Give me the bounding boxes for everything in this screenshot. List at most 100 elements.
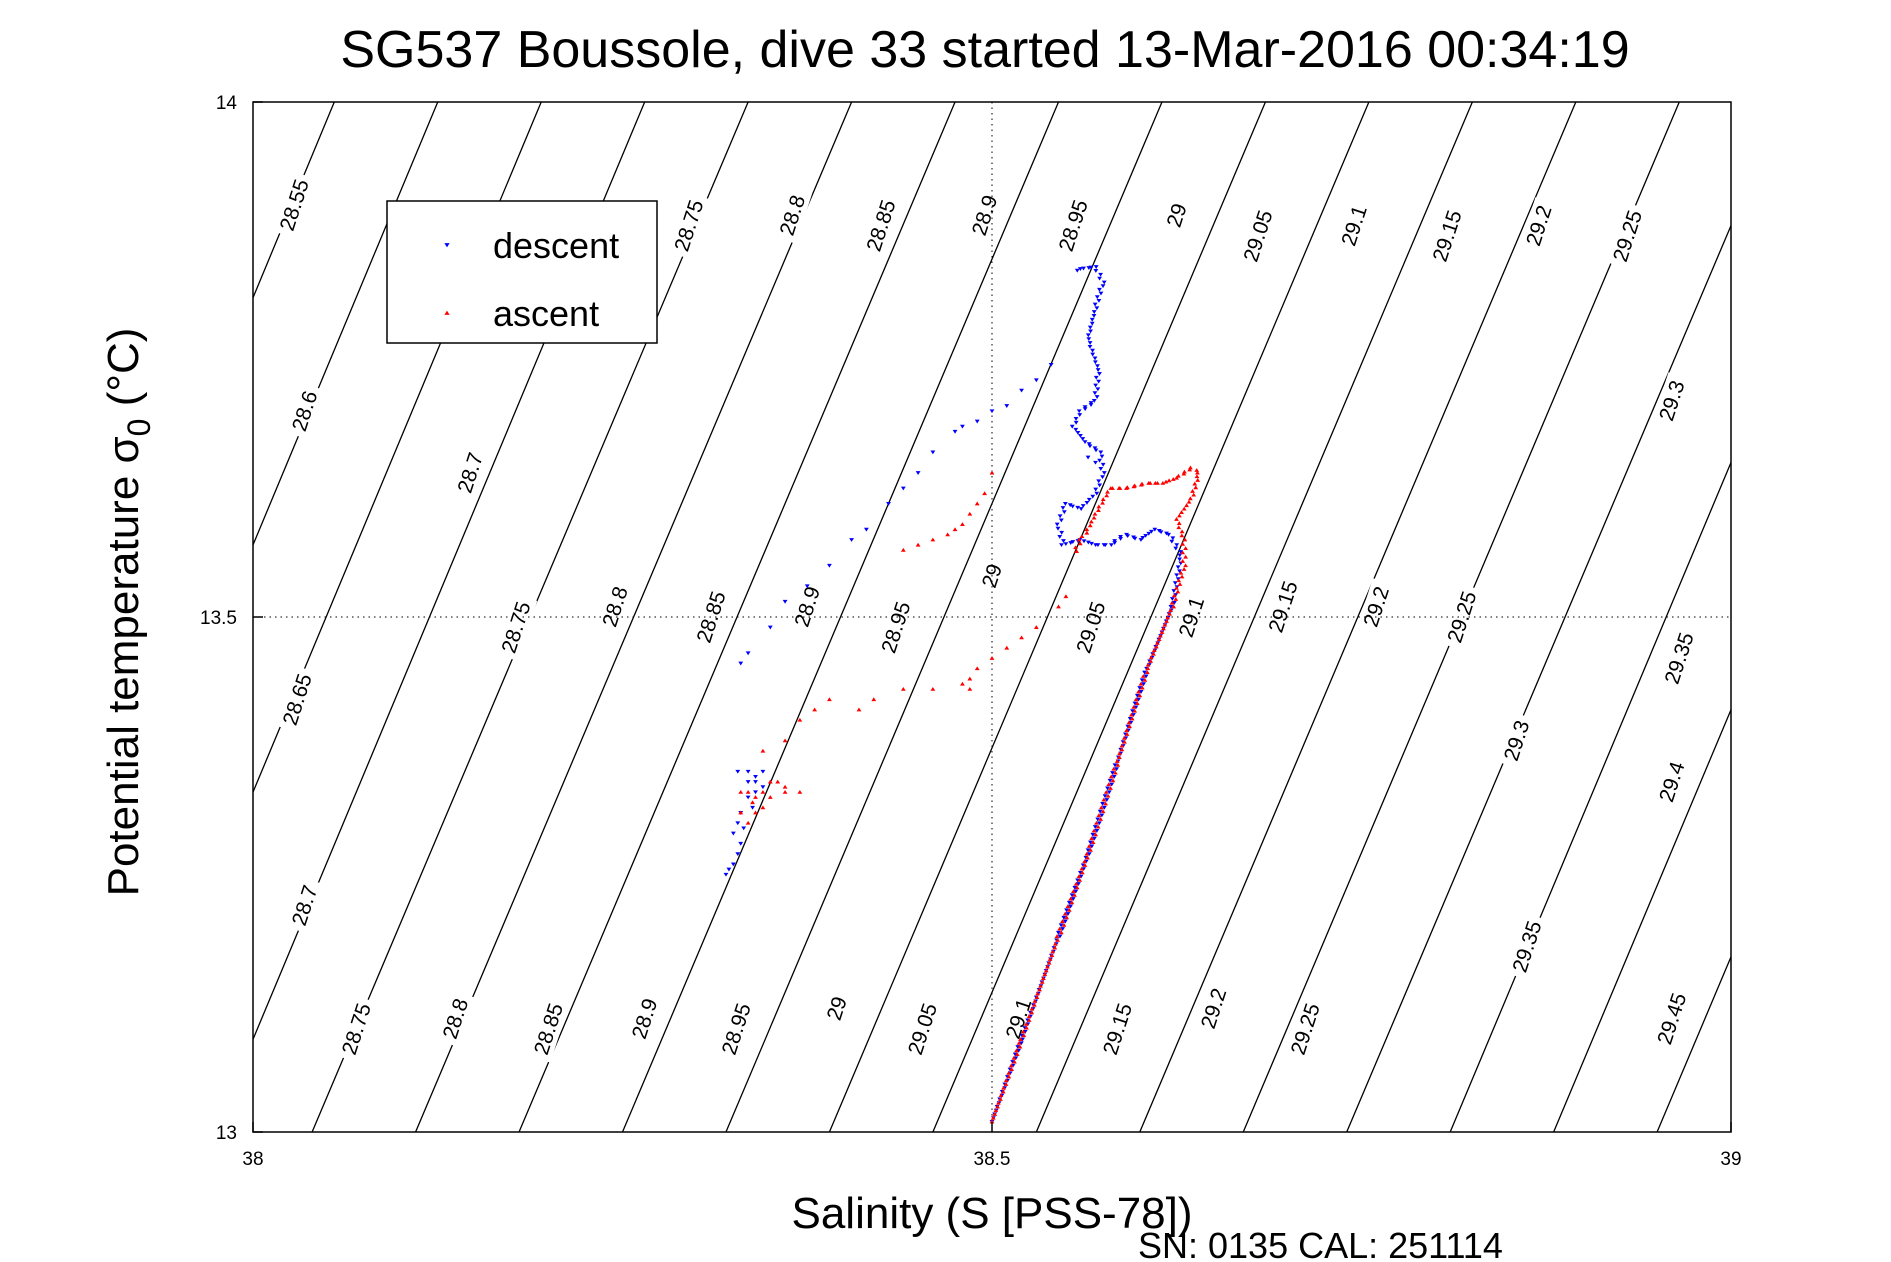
contour-label: 28.95 bbox=[877, 599, 915, 656]
data-point-descent bbox=[1177, 557, 1182, 562]
data-point-ascent bbox=[1096, 813, 1102, 817]
data-point-ascent bbox=[1167, 611, 1173, 616]
data-point-descent bbox=[1076, 409, 1082, 414]
data-point-ascent bbox=[827, 697, 832, 702]
contour-label-bg bbox=[901, 995, 944, 1063]
data-point-ascent bbox=[992, 1112, 998, 1116]
contour-label-bg bbox=[874, 593, 918, 661]
data-point-ascent bbox=[1157, 633, 1163, 638]
data-point-descent bbox=[1092, 446, 1098, 451]
data-point-ascent bbox=[1183, 563, 1188, 568]
data-point-ascent bbox=[1088, 519, 1094, 524]
data-point-descent bbox=[1061, 510, 1067, 515]
data-point-ascent bbox=[1192, 481, 1198, 486]
data-point-ascent bbox=[945, 532, 951, 537]
data-point-descent bbox=[1172, 581, 1178, 586]
data-point-ascent bbox=[1177, 513, 1182, 518]
data-point-descent bbox=[1090, 352, 1096, 357]
data-point-descent bbox=[1073, 427, 1079, 432]
data-point-ascent bbox=[738, 789, 744, 794]
data-point-descent bbox=[1088, 401, 1094, 405]
data-point-descent bbox=[1132, 701, 1138, 706]
data-point-ascent bbox=[1006, 1070, 1012, 1075]
contour-label: 29.25 bbox=[1609, 208, 1647, 265]
data-point-descent bbox=[1065, 912, 1071, 916]
data-point-descent bbox=[753, 780, 758, 784]
data-point-ascent bbox=[1182, 537, 1188, 542]
data-point-descent bbox=[1102, 794, 1108, 799]
data-point-descent bbox=[1143, 533, 1149, 538]
data-point-ascent bbox=[1162, 622, 1168, 627]
data-point-descent bbox=[1092, 825, 1098, 830]
data-point-descent bbox=[1093, 487, 1099, 492]
data-point-ascent bbox=[1176, 578, 1182, 583]
contour-label: 29.15 bbox=[1429, 208, 1467, 265]
data-point-ascent bbox=[1174, 516, 1179, 521]
data-point-descent bbox=[1091, 836, 1097, 841]
data-point-descent bbox=[1086, 852, 1092, 857]
data-point-descent bbox=[974, 419, 980, 424]
data-point-ascent bbox=[1134, 701, 1140, 705]
data-point-descent bbox=[1085, 848, 1091, 853]
data-point-descent bbox=[1101, 471, 1107, 475]
data-point-ascent bbox=[1090, 840, 1096, 844]
data-point-ascent bbox=[1066, 907, 1072, 912]
data-point-ascent bbox=[1038, 983, 1043, 988]
data-point-ascent bbox=[1123, 486, 1129, 490]
data-point-descent bbox=[1101, 543, 1107, 548]
data-point-descent bbox=[863, 527, 869, 532]
data-point-descent bbox=[1093, 268, 1099, 273]
contour-label-bg bbox=[285, 876, 325, 934]
legend-markers bbox=[444, 243, 450, 315]
contour-label: 29.3 bbox=[1500, 718, 1535, 764]
data-point-ascent bbox=[1106, 782, 1112, 787]
data-point-descent bbox=[1054, 522, 1060, 527]
data-point-descent bbox=[1169, 539, 1175, 544]
data-point-ascent bbox=[1175, 589, 1181, 594]
data-point-ascent bbox=[760, 789, 766, 794]
data-point-ascent bbox=[1142, 677, 1148, 682]
data-point-ascent bbox=[1001, 1085, 1006, 1090]
contour-label-bg bbox=[1606, 202, 1649, 270]
data-point-descent bbox=[1134, 693, 1140, 698]
chart-title: SG537 Boussole, dive 33 started 13-Mar-2… bbox=[340, 21, 1629, 79]
data-point-ascent bbox=[1084, 527, 1090, 532]
data-point-ascent bbox=[1074, 549, 1080, 554]
data-point-ascent bbox=[1098, 805, 1104, 810]
data-point-descent bbox=[1070, 504, 1076, 509]
data-point-ascent bbox=[775, 779, 781, 784]
data-point-ascent bbox=[856, 707, 862, 712]
data-point-descent bbox=[1091, 314, 1097, 318]
data-point-descent bbox=[1156, 529, 1162, 533]
contour-label: 29.25 bbox=[1287, 1001, 1325, 1058]
data-point-descent bbox=[849, 538, 854, 542]
data-point-ascent bbox=[1193, 485, 1199, 490]
data-point-ascent bbox=[1060, 919, 1065, 923]
data-point-ascent bbox=[1138, 482, 1144, 487]
data-point-descent bbox=[1033, 378, 1039, 383]
data-point-ascent bbox=[1156, 637, 1162, 642]
y-axis-label-main: Potential temperature σ bbox=[99, 436, 148, 896]
data-point-descent bbox=[886, 502, 891, 506]
data-point-ascent bbox=[930, 537, 936, 542]
data-point-ascent bbox=[1191, 492, 1197, 497]
contour-line-29 bbox=[828, 101, 1267, 1133]
contour-label-bg bbox=[1440, 583, 1484, 651]
data-point-ascent bbox=[1031, 1002, 1037, 1007]
data-point-ascent bbox=[1052, 941, 1058, 946]
data-point-ascent bbox=[1100, 500, 1105, 505]
data-point-ascent bbox=[1108, 786, 1113, 790]
contour-label: 28.85 bbox=[693, 589, 731, 646]
data-point-ascent bbox=[989, 470, 995, 475]
data-point-descent bbox=[1143, 674, 1149, 679]
data-point-descent bbox=[1089, 844, 1095, 849]
data-point-descent bbox=[1105, 786, 1110, 791]
data-point-ascent bbox=[974, 666, 980, 671]
data-point-ascent bbox=[1159, 629, 1165, 634]
contour-line-29.3 bbox=[1449, 462, 1732, 1133]
data-point-ascent bbox=[915, 542, 921, 547]
data-point-descent bbox=[1078, 507, 1084, 512]
data-point-ascent bbox=[1108, 774, 1114, 779]
data-point-ascent bbox=[1082, 862, 1088, 867]
